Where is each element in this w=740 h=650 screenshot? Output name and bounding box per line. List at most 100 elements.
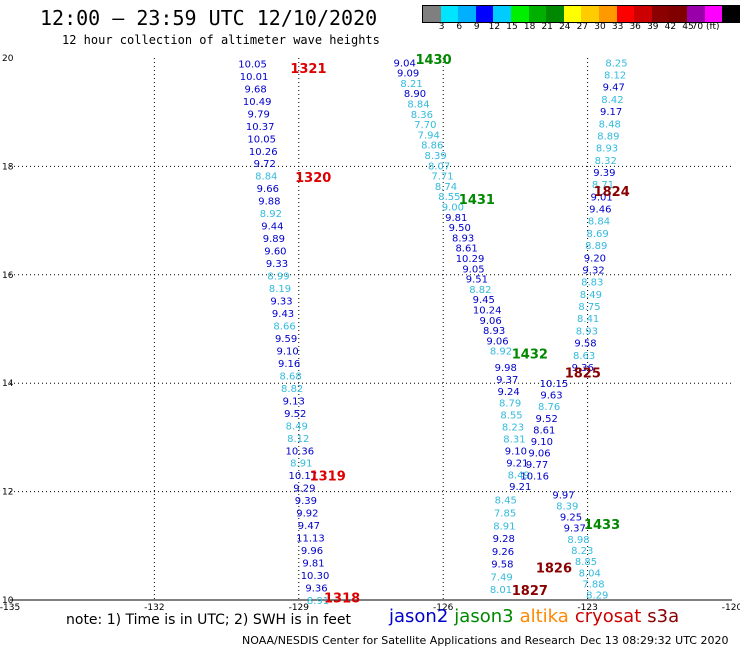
- wave-height-value: 9.29: [293, 484, 315, 495]
- colorbar-swatch: [581, 6, 599, 22]
- wave-height-value: 8.41: [577, 314, 599, 325]
- wave-height-value: 8.32: [595, 156, 617, 167]
- wave-height-value: 9.51: [466, 275, 488, 286]
- wave-height-value: 8.36: [411, 110, 433, 121]
- wave-height-value: 8.55: [438, 192, 460, 203]
- x-tick-label: -132: [144, 603, 164, 613]
- wave-height-value: 8.83: [581, 278, 603, 289]
- wave-height-value: 8.49: [508, 470, 530, 481]
- colorbar-swatch: [634, 6, 652, 22]
- pass-label: 1320: [295, 171, 331, 186]
- wave-height-value: 8.91: [290, 459, 312, 470]
- colorbar-label: 45: [682, 22, 694, 32]
- wave-height-value: 8.90: [404, 89, 426, 100]
- wave-height-value: 9.32: [582, 265, 604, 276]
- wave-height-value: 9.92: [296, 509, 318, 520]
- wave-height-value: 10.01: [240, 72, 269, 83]
- colorbar-swatch: [440, 6, 459, 22]
- colorbar-label: 42: [664, 22, 677, 32]
- colorbar-label: 30: [594, 22, 606, 32]
- wave-height-value: 9.52: [284, 409, 306, 420]
- wave-height-value: 9.59: [275, 334, 297, 345]
- wave-height-value: 9.47: [298, 521, 320, 532]
- wave-height-value: 9.36: [572, 363, 594, 374]
- wave-height-value: 9.26: [492, 547, 514, 558]
- wave-height-value: 8.89: [597, 131, 619, 142]
- y-tick-label: 20: [2, 54, 14, 64]
- wave-height-value: 8.93: [452, 233, 474, 244]
- wave-height-value: 9.81: [445, 213, 467, 224]
- colorbar-swatch: [669, 6, 687, 22]
- wave-height-value: 9.39: [593, 168, 615, 179]
- colorbar-swatch: [493, 6, 511, 22]
- colorbar-label: 36: [629, 22, 641, 32]
- wave-height-value: 8.92: [260, 209, 282, 220]
- wave-height-value: 10.17: [289, 471, 318, 482]
- wave-height-value: 8.85: [575, 557, 597, 568]
- colorbar-swatch: [528, 6, 547, 22]
- wave-height-value: 9.43: [272, 309, 294, 320]
- wave-height-value: 8.76: [538, 402, 560, 413]
- y-tick-label: 18: [2, 162, 14, 172]
- wave-height-value: 10.36: [285, 446, 314, 457]
- wave-height-value: 9.52: [536, 414, 558, 425]
- wave-height-value: 10.05: [247, 134, 276, 145]
- wave-height-value: 9.97: [552, 490, 574, 501]
- colorbar-swatch: [704, 6, 723, 22]
- wave-height-value: 9.10: [505, 446, 527, 457]
- wave-height-value: 7.49: [491, 572, 513, 583]
- pass-label: 1431: [459, 193, 495, 208]
- wave-height-value: 9.16: [278, 359, 300, 370]
- wave-height-value: 8.19: [269, 284, 291, 295]
- wave-height-value: 10.24: [473, 305, 502, 316]
- wave-height-value: 8.01: [490, 585, 512, 596]
- wave-height-value: 9.58: [574, 339, 596, 350]
- wave-height-value: 9.04: [394, 58, 416, 69]
- colorbar-swatch: [616, 6, 635, 22]
- pass-label: 1826: [536, 561, 572, 576]
- colorbar-label: 39: [647, 22, 659, 32]
- wave-height-value: 7.85: [494, 509, 516, 520]
- y-tick-label: 14: [2, 379, 14, 389]
- wave-height-value: 9.00: [442, 203, 464, 214]
- wave-height-value: 8.23: [502, 423, 524, 434]
- wave-height-value: 8.93: [483, 326, 505, 337]
- note-text: note: 1) Time is in UTC; 2) SWH is in fe…: [66, 612, 352, 628]
- wave-height-value: 9.46: [589, 205, 611, 216]
- colorbar-label: 3: [438, 22, 445, 32]
- wave-height-value: 7.88: [582, 579, 604, 590]
- pass-label: 1827: [512, 584, 548, 599]
- wave-height-value: 8.31: [503, 434, 525, 445]
- wave-height-value: 8.49: [580, 290, 602, 301]
- wave-height-value: 9.10: [531, 437, 553, 448]
- wave-height-value: 8.39: [425, 151, 447, 162]
- colorbar-swatch: [563, 6, 582, 22]
- wave-height-value: 9.25: [560, 513, 582, 524]
- wave-height-value: 8.21: [400, 79, 422, 90]
- wave-height-value: 8.93: [596, 144, 618, 155]
- pass-label: 1430: [415, 53, 451, 68]
- wave-height-value: 9.17: [600, 107, 622, 118]
- footer-timestamp: Dec 13 08:29:32 UTC 2020: [580, 634, 729, 647]
- pass-label: 1432: [512, 347, 548, 362]
- colorbar-swatch: [510, 6, 529, 22]
- wave-height-value: 11.13: [296, 534, 325, 545]
- wave-height-value: 9.33: [266, 259, 288, 270]
- wave-height-value: 9.13: [283, 396, 305, 407]
- wave-height-value: 8.48: [599, 119, 621, 130]
- colorbar-swatch: [475, 6, 494, 22]
- wave-height-value: 9.63: [540, 391, 562, 402]
- wave-height-value: 9.06: [528, 448, 550, 459]
- wave-height-value: 10.30: [301, 571, 330, 582]
- wave-height-value: 9.21: [509, 482, 531, 493]
- wave-height-value: 8.61: [533, 425, 555, 436]
- y-tick-label: 10: [2, 596, 14, 606]
- x-tick-label: -123: [577, 603, 597, 613]
- wave-height-value: 9.37: [496, 375, 518, 386]
- wave-height-value: 9.10: [276, 346, 298, 357]
- wave-height-value: 8.63: [573, 351, 595, 362]
- colorbar-swatch: [458, 6, 476, 22]
- legend-item: jason3: [454, 606, 514, 627]
- wave-height-value: 9.09: [397, 69, 419, 80]
- wave-height-value: 9.20: [584, 253, 606, 264]
